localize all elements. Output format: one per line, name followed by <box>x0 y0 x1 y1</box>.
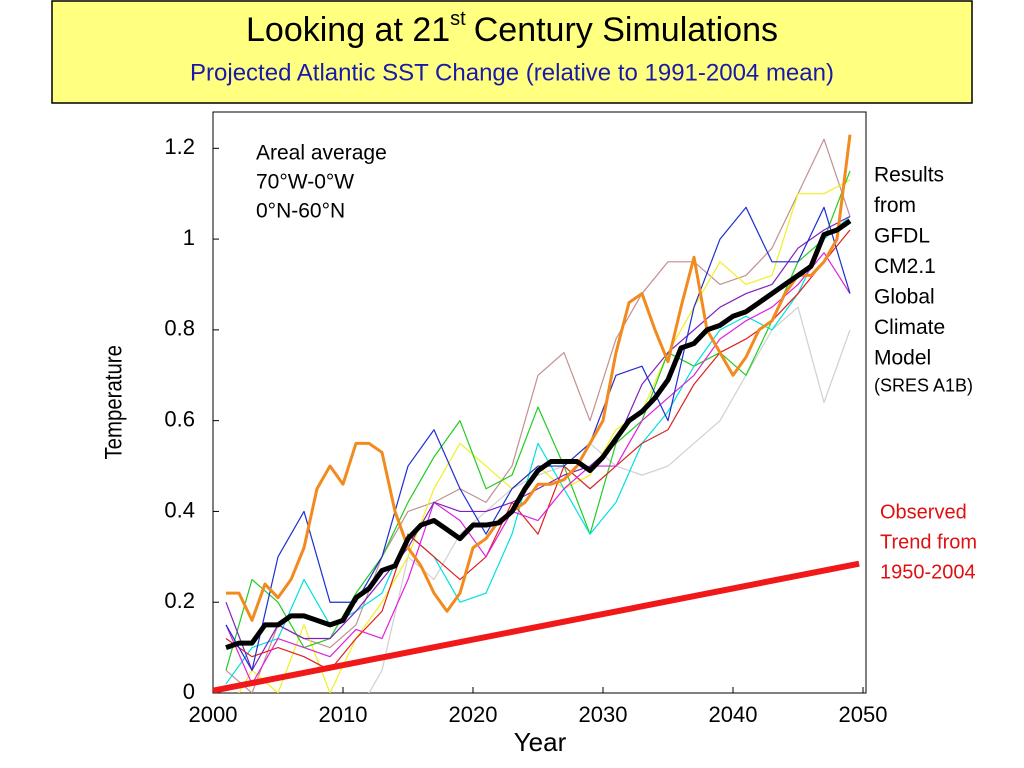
side-note: Results <box>874 164 944 187</box>
x-tick-label: 2020 <box>449 702 498 727</box>
observed-note: Trend from <box>880 531 977 553</box>
y-tick-label: 0.8 <box>164 316 195 341</box>
series-line <box>225 252 851 685</box>
y-tick-label: 1.2 <box>164 134 195 159</box>
subtitle: Projected Atlantic SST Change (relative … <box>190 59 834 86</box>
series-line <box>213 560 860 693</box>
title: Looking at 21st Century Simulations <box>246 8 778 49</box>
title-box <box>51 0 973 104</box>
x-tick-label: 2000 <box>189 702 238 727</box>
series-group <box>213 134 860 693</box>
side-note: (SRES A1B) <box>874 375 973 395</box>
series-line <box>225 215 851 685</box>
y-tick-label: 1 <box>183 225 195 250</box>
series-line <box>225 218 852 650</box>
plot-frame <box>212 111 867 694</box>
series-line <box>225 206 851 671</box>
y-tick-label: 0.4 <box>164 497 195 522</box>
x-tick-label: 2030 <box>579 702 628 727</box>
x-tick-label: 2010 <box>319 702 368 727</box>
title-superscript: st <box>450 8 466 30</box>
y-axis-label: Temperature <box>100 345 127 459</box>
series-line <box>368 306 851 693</box>
y-tick-label: 0.6 <box>164 406 195 431</box>
annotation: Areal average <box>256 142 387 165</box>
side-note: Climate <box>874 316 945 339</box>
x-tick-label: 2050 <box>839 702 888 727</box>
series-line <box>225 215 851 671</box>
x-tick-label: 2040 <box>709 702 758 727</box>
observed-note: Observed <box>880 501 967 523</box>
x-axis-label: Year <box>514 727 567 757</box>
series-line <box>238 179 851 693</box>
series-line <box>225 229 851 671</box>
title-text: Looking at 21 <box>246 11 450 49</box>
side-note: Model <box>874 347 931 370</box>
y-tick-label: 0.2 <box>164 588 195 613</box>
annotation: 0°N-60°N <box>256 200 345 223</box>
side-note: CM2.1 <box>874 255 936 278</box>
side-note: Global <box>874 286 935 309</box>
chart: 0 0.2 0.4 0.6 0.8 1 1.2 2000 2010 2020 2030 2040 205… <box>100 111 977 757</box>
title-text: Century Simulations <box>474 11 778 49</box>
series-line <box>225 138 851 693</box>
side-note: from <box>874 194 916 217</box>
observed-note: 1950-2004 <box>880 561 976 583</box>
side-note: GFDL <box>874 225 930 248</box>
series-line <box>225 170 851 671</box>
annotation: 70°W-0°W <box>256 171 354 194</box>
series-line <box>226 134 852 622</box>
y-tick-label: 0 <box>183 679 195 704</box>
